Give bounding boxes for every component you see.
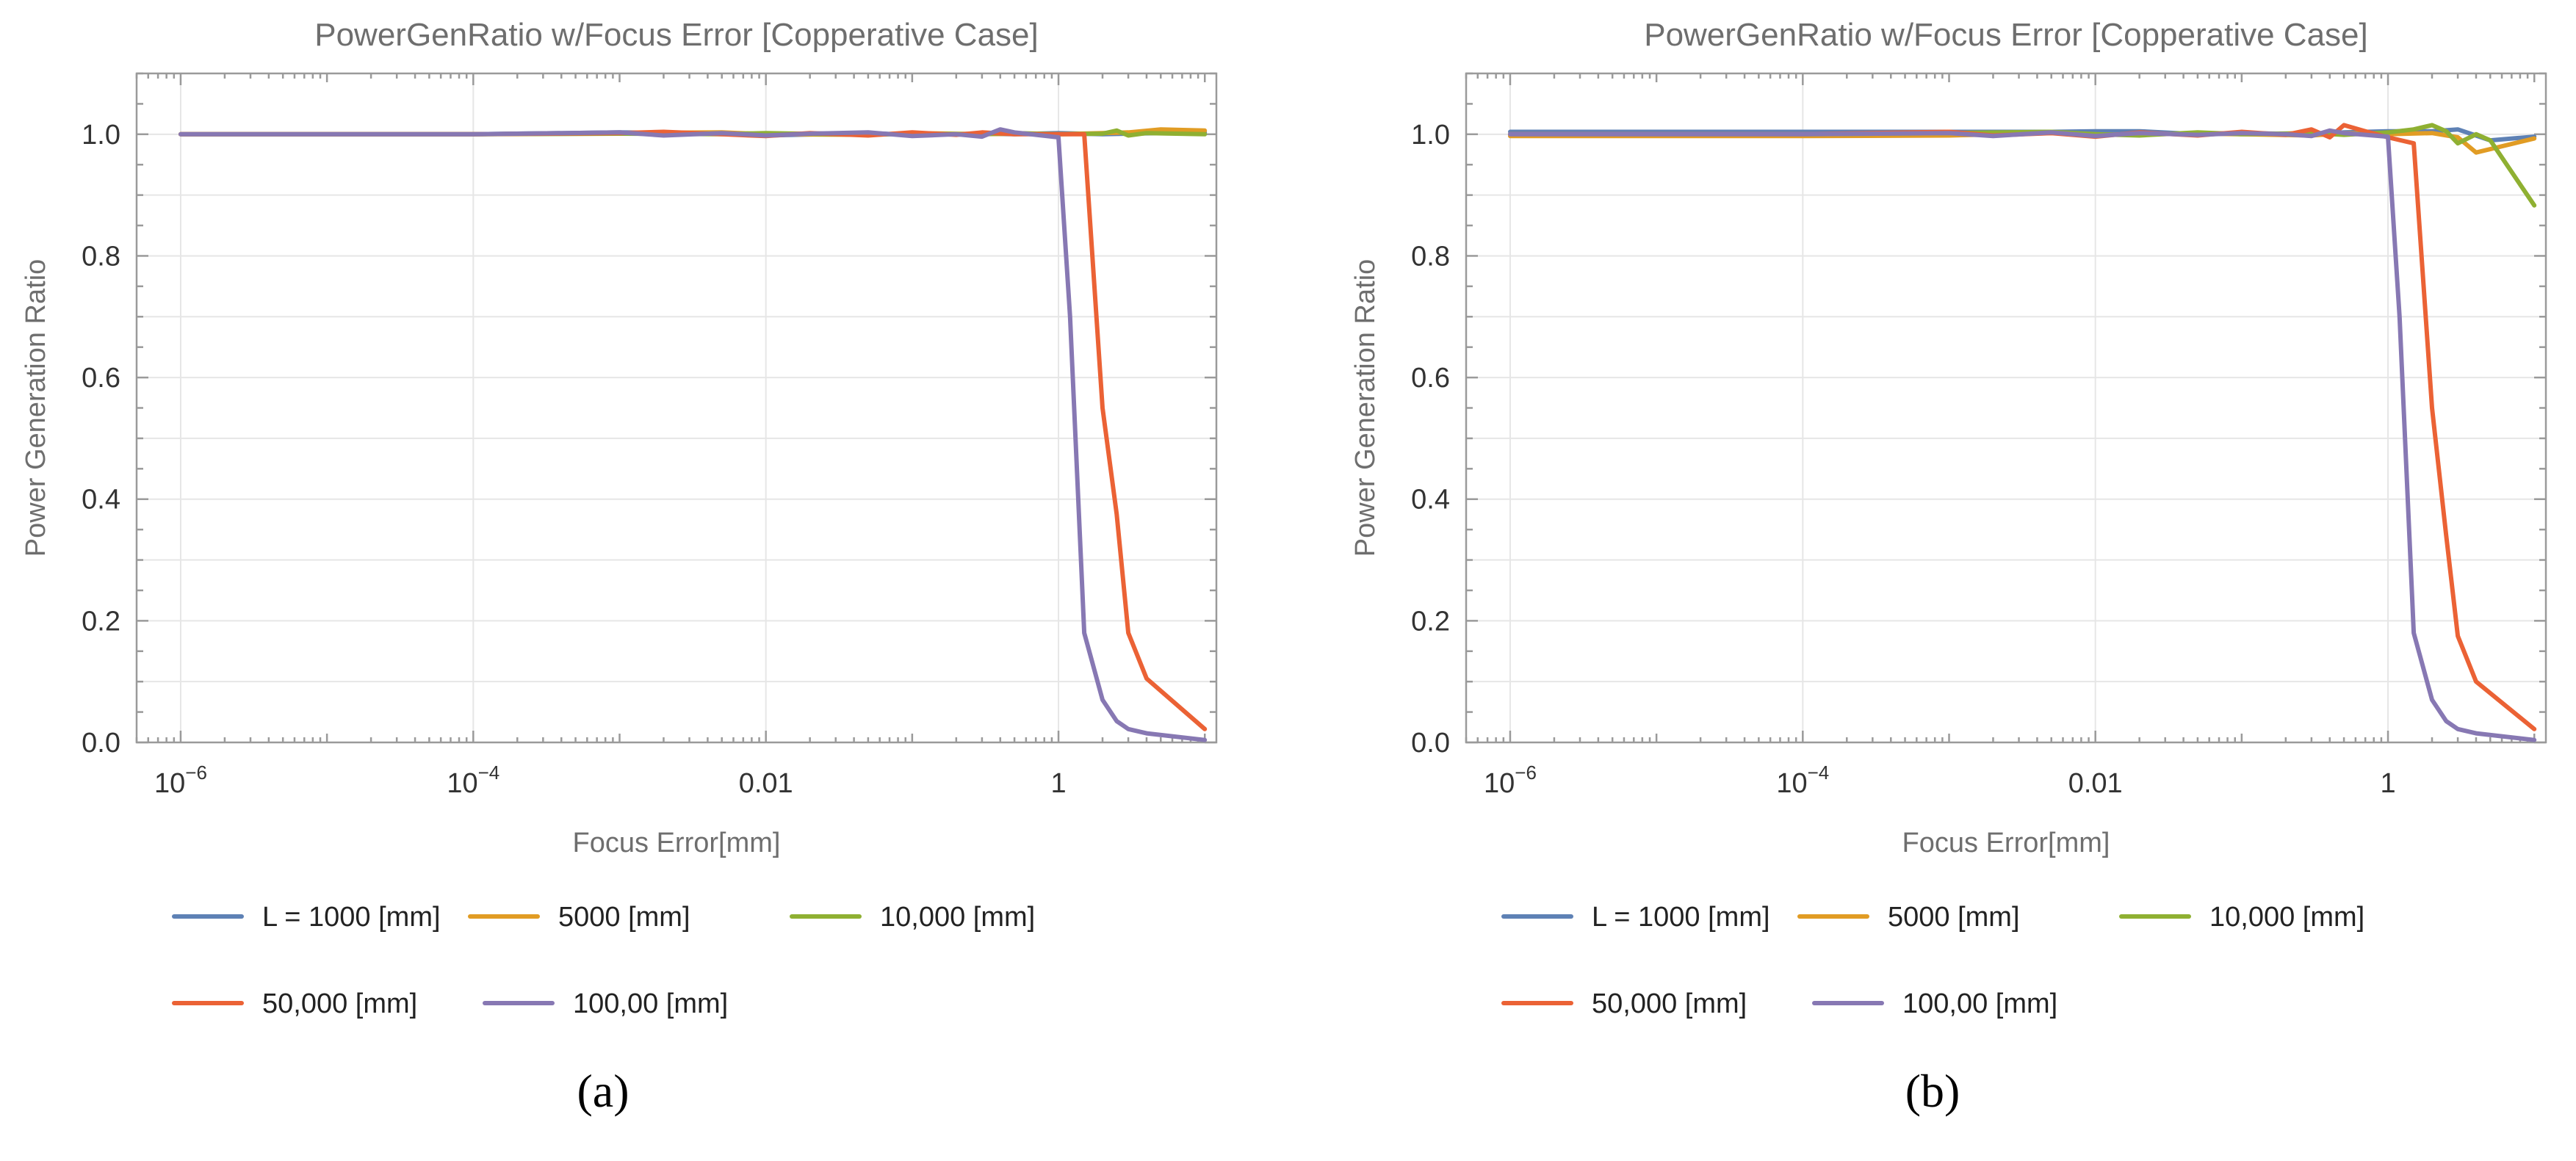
y-tick-label: 1.0 xyxy=(82,120,120,151)
legend-entry: 10,000 [mm] xyxy=(790,902,1035,933)
legend-label: 5000 [mm] xyxy=(558,902,690,933)
y-tick-label: 0.2 xyxy=(1411,606,1450,637)
chart-panel-b: 0.00.20.40.60.81.010−6 10−4 0.01 1PowerGenR… xyxy=(1350,17,2547,1117)
x-tick-base: 1 xyxy=(1050,768,1066,799)
legend-entry: L = 1000 [mm] xyxy=(1501,902,1770,933)
legend-entry: 100,00 [mm] xyxy=(483,988,728,1019)
chart-panel-a: 0.00.20.40.60.81.010−6 10−4 0.01 1PowerGenR… xyxy=(21,17,1218,1117)
y-tick-label: 0.6 xyxy=(82,363,120,394)
x-tick-label: 10−6 xyxy=(1484,762,1537,799)
y-tick-label: 0.6 xyxy=(1411,363,1450,394)
x-tick-base: 0.01 xyxy=(2068,768,2123,799)
y-tick-label: 0.0 xyxy=(1411,728,1450,759)
chart-title: PowerGenRatio w/Focus Error [Copperative… xyxy=(314,17,1039,53)
series-line-5 xyxy=(178,127,1208,742)
x-tick-base: 1 xyxy=(2380,768,2395,799)
legend-entry: 5000 [mm] xyxy=(1797,902,2020,933)
x-tick-exponent: −4 xyxy=(1808,762,1830,784)
legend-label: 10,000 [mm] xyxy=(880,902,1035,933)
x-tick-exponent: −4 xyxy=(478,762,500,784)
x-tick-label: 0.01 xyxy=(739,768,793,799)
y-tick-label: 1.0 xyxy=(1411,120,1450,151)
series-line-4 xyxy=(1508,123,2537,731)
x-tick-label: 10−4 xyxy=(1776,762,1829,799)
legend-entry: 5000 [mm] xyxy=(468,902,690,933)
x-tick-exponent: −6 xyxy=(185,762,207,784)
panel-label: (a) xyxy=(577,1065,629,1117)
y-tick-label: 0.4 xyxy=(82,485,120,516)
x-tick-base: 10 xyxy=(447,768,477,799)
y-tick-label: 0.4 xyxy=(1411,485,1450,516)
legend-label: 50,000 [mm] xyxy=(1592,988,1747,1019)
x-axis-label: Focus Error[mm] xyxy=(573,828,781,858)
x-tick-base: 0.01 xyxy=(739,768,793,799)
panel-label: (b) xyxy=(1905,1065,1960,1117)
series-line-4 xyxy=(178,129,1208,731)
x-tick-label: 10−6 xyxy=(154,762,207,799)
x-tick-base: 10 xyxy=(1776,768,1807,799)
x-tick-label: 10−4 xyxy=(447,762,499,799)
legend-entry: 50,000 [mm] xyxy=(1501,988,1747,1019)
plot-frame xyxy=(135,72,1218,744)
y-axis-label: Power Generation Ratio xyxy=(21,259,51,557)
plot-frame xyxy=(1465,72,2547,744)
x-tick-label: 1 xyxy=(1050,768,1066,799)
x-tick-base: 10 xyxy=(154,768,185,799)
y-axis-label: Power Generation Ratio xyxy=(1350,259,1381,557)
x-tick-base: 10 xyxy=(1484,768,1515,799)
legend-label: L = 1000 [mm] xyxy=(1592,902,1770,933)
legend-label: 100,00 [mm] xyxy=(1902,988,2057,1019)
y-tick-label: 0.8 xyxy=(1411,241,1450,272)
x-tick-label: 0.01 xyxy=(2068,768,2123,799)
x-tick-exponent: −6 xyxy=(1515,762,1537,784)
legend-entry: L = 1000 [mm] xyxy=(172,902,441,933)
y-tick-label: 0.0 xyxy=(82,728,120,759)
legend-label: 50,000 [mm] xyxy=(262,988,417,1019)
legend-entry: 50,000 [mm] xyxy=(172,988,417,1019)
y-tick-label: 0.8 xyxy=(82,241,120,272)
legend-label: 5000 [mm] xyxy=(1888,902,2020,933)
chart-title: PowerGenRatio w/Focus Error [Copperative… xyxy=(1644,17,2368,53)
legend-entry: 10,000 [mm] xyxy=(2119,902,2364,933)
x-tick-label: 1 xyxy=(2380,768,2395,799)
legend-entry: 100,00 [mm] xyxy=(1812,988,2057,1019)
legend-label: 10,000 [mm] xyxy=(2209,902,2364,933)
x-axis-label: Focus Error[mm] xyxy=(1902,828,2110,858)
series-line-5 xyxy=(1508,128,2537,742)
legend-label: L = 1000 [mm] xyxy=(262,902,441,933)
y-tick-label: 0.2 xyxy=(82,606,120,637)
legend-label: 100,00 [mm] xyxy=(573,988,728,1019)
